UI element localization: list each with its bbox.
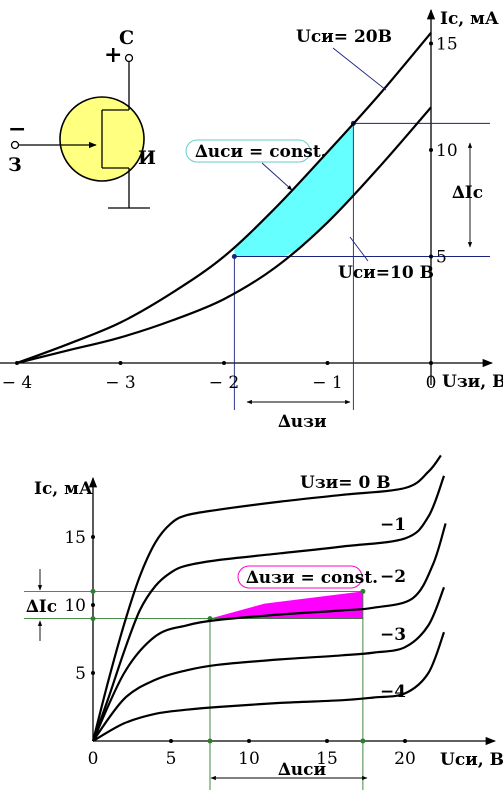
bottom-series-label-4: −4 [380,682,406,702]
top-series-line-0 [16,32,432,365]
bottom-y-tick-mark [91,671,95,675]
top-x-tick-label: − 3 [105,373,135,393]
bottom-y-tick-mark [91,535,95,539]
bottom-x-tick-label: 5 [166,749,177,769]
delta-ic-label-bottom: ∆Iс [26,597,57,617]
delta-ic-label: ∆Iс [452,183,483,203]
top-x-axis-label: Uзи, В [442,372,503,392]
bottom-ticks: 0 5 10 15 20 15 10 5 [64,528,415,769]
guide-point [90,588,96,594]
top-y-tick-mark [429,148,433,152]
bottom-series-line-0 [91,454,442,742]
bottom-x-tick-label: 20 [394,749,416,769]
top-x-tick-mark [15,361,19,365]
delta-uzi-label: ∆uзи [278,412,327,432]
bottom-series-line-2 [92,523,447,742]
bottom-x-tick-mark [247,739,251,743]
top-x-tick-label: − 1 [312,373,342,393]
top-y-axis-label: Iс, мА [440,9,499,29]
top-x-tick-mark [222,361,226,365]
minus-sign: − [8,116,26,142]
series-label-leader-10 [349,236,369,262]
bottom-series-labels: Uзи= 0 В −1 −2 −3 −4 [300,473,406,702]
transfer-characteristic-chart: − 4 − 3 − 2 − 1 0 15 10 5 Iс, мА Uзи, В Uси= 20… [0,8,503,432]
bottom-series-label-2: −2 [380,567,406,587]
series-label-usi-20: Uси= 20В [296,27,392,47]
const-label-frame [185,139,311,163]
top-y-tick-label: 15 [436,35,458,55]
gate-terminal [10,140,20,150]
bottom-x-tick-mark [169,739,173,743]
point-low [231,254,237,259]
bottom-x-tick-label: 10 [238,749,260,769]
source-label: И [138,147,156,169]
delta-uzi-const-label: ∆uзи = const. [246,568,378,588]
top-y-tick-label: 5 [436,248,447,268]
bottom-y-tick-label: 5 [75,664,86,684]
top-y-tick-label: 10 [436,141,458,161]
output-characteristic-chart: 0 5 10 15 20 15 10 5 Uзи= 0 В −1 −2 −3 −4 Iс, мА Uс… [24,454,503,790]
transistor-schematic: + С − З И [8,27,156,209]
drain-terminal [124,53,134,63]
bottom-x-tick-label: 0 [88,749,99,769]
guide-point [90,616,96,622]
plus-sign: + [104,42,122,68]
series-label-leader-20 [332,47,387,91]
bottom-y-tick-label: 15 [64,528,86,548]
top-y-tick-mark [429,41,433,46]
delta-usi-const-label: ∆uси = const. [195,142,327,162]
top-x-tick-mark [429,361,433,365]
delta-usi-label: ∆uси [278,760,327,780]
bottom-x-axis-label: Uси, В [440,750,503,770]
top-x-tick-label: 0 [426,373,437,393]
top-curves [16,32,432,365]
top-x-tick-label: − 4 [2,373,32,393]
bottom-y-axis-label: Iс, мА [34,479,93,499]
bottom-guide-lines [24,588,366,790]
top-y-tick-mark [429,254,433,259]
series-label-usi-10: Uси=10 В [338,263,434,283]
top-x-tick-mark [118,361,123,365]
bottom-y-tick-mark [91,603,95,607]
bottom-x-tick-mark [403,739,407,743]
bottom-series-label-0: Uзи= 0 В [300,473,391,493]
bottom-curves [91,454,447,742]
top-ticks: − 4 − 3 − 2 − 1 0 15 10 5 [2,35,458,394]
top-series-line-1 [16,106,432,365]
top-x-tick-label: − 2 [209,373,239,393]
const-label-frame-bottom [237,565,363,589]
drain-label: С [119,27,134,49]
guide-point [360,588,366,594]
bottom-series-line-4 [92,631,446,742]
bottom-series-line-3 [92,586,446,742]
top-x-tick-mark [325,361,330,365]
bottom-y-tick-label: 10 [64,596,86,616]
bottom-x-tick-mark [325,739,329,743]
const-label-pointer [261,162,293,191]
bottom-series-line-1 [91,475,446,742]
guide-point [360,738,366,744]
gate-label: З [8,154,22,176]
bottom-series-label-3: −3 [380,625,406,645]
bottom-x-tick-label: 15 [316,749,338,769]
guide-point [207,738,213,744]
bottom-series-label-1: −1 [380,515,406,535]
